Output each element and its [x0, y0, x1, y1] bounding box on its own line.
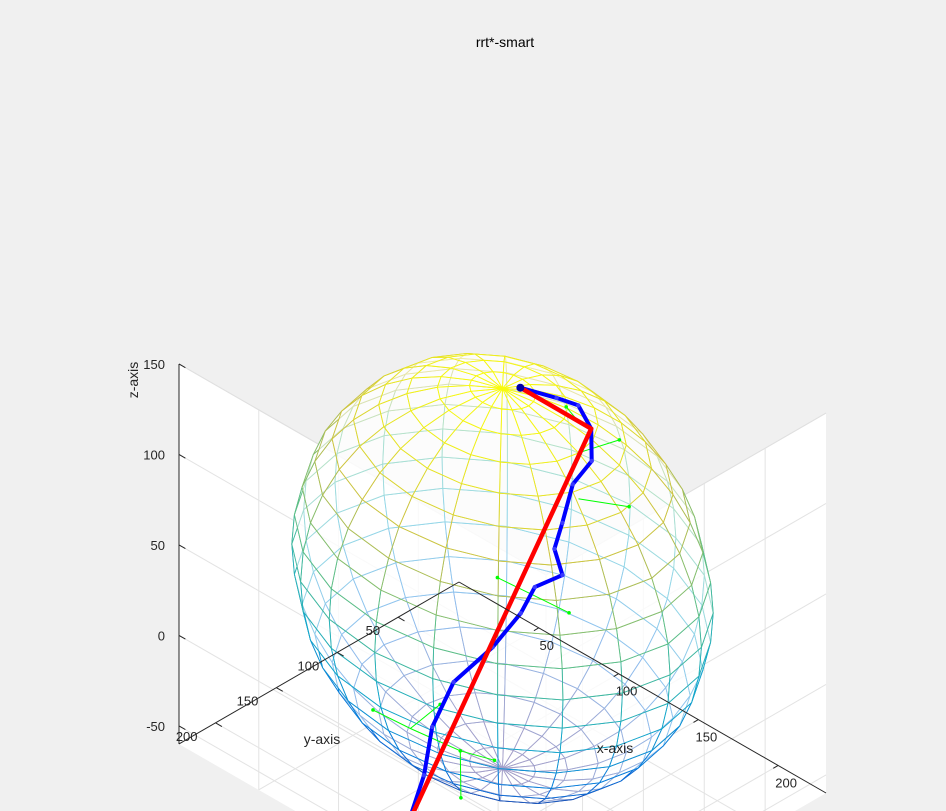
tree-edge [496, 577, 533, 595]
x-tick-label: 200 [775, 775, 797, 790]
z-tick-mark [178, 454, 186, 459]
z-tick-mark [178, 544, 186, 550]
sphere-mesh-cell [555, 593, 618, 636]
tree-node [492, 758, 497, 763]
x-tick-mark [773, 765, 779, 769]
tree-node [627, 504, 631, 509]
tree-edge [372, 709, 411, 729]
z-tick-mark [178, 363, 186, 369]
initial-path-node [429, 724, 435, 730]
sphere-mesh-cell [559, 628, 622, 670]
sphere-mesh-cell [497, 694, 564, 729]
x-tick-label: 100 [616, 684, 638, 699]
tree-edge [409, 728, 461, 752]
tree-node [371, 708, 375, 712]
initial-path-node [552, 546, 557, 552]
initial-path-node [518, 610, 523, 616]
y-tick-mark [337, 651, 344, 657]
initial-path-node [451, 679, 456, 685]
y-axis-line [178, 581, 460, 745]
z-tick-label: 50 [151, 538, 165, 553]
tree-node [564, 405, 569, 409]
sphere-mesh-cell [497, 663, 564, 701]
tick-labels: 50 100 150 200 50 100 150 200 -50 0 50 100 150 [143, 357, 827, 794]
z-tick-label: -50 [146, 719, 165, 734]
initial-path-node [589, 458, 594, 464]
tree-node [567, 611, 571, 615]
y-tick-label: 150 [237, 694, 259, 709]
series-layer [371, 383, 631, 811]
tree-edge [459, 750, 495, 761]
grid-line-z-back [178, 634, 486, 811]
initial-path-node [560, 572, 565, 578]
y-tick-mark [276, 687, 284, 692]
y-tick-label: 200 [176, 729, 198, 744]
tree-edge [459, 750, 462, 799]
z-tick-label: 100 [143, 447, 165, 462]
y-tick-label: 50 [366, 623, 380, 638]
x-tick-label: 150 [696, 730, 718, 745]
z-tick-mark [178, 725, 186, 730]
initial-path-node [421, 773, 427, 778]
y-tick-mark [397, 616, 405, 622]
grid-line-y-floor [215, 722, 370, 811]
tree-node [459, 795, 463, 800]
tree-edge [409, 703, 441, 729]
chart-title: rrt*-smart [476, 34, 534, 50]
x-tick-label: 50 [540, 638, 554, 653]
tree-edge [582, 439, 620, 452]
grid-line-y-floor [276, 687, 492, 811]
z-tick-mark [178, 634, 186, 640]
sphere-mesh [291, 352, 714, 805]
optimized-path-line [411, 385, 594, 811]
x-axis-label: x-axis [597, 740, 634, 756]
initial-path-node [576, 403, 581, 408]
initial-path-node [560, 520, 565, 526]
z-tick-label: 150 [143, 357, 165, 372]
sphere-mesh-cell [498, 492, 546, 531]
y-axis-label: y-axis [304, 731, 341, 747]
z-axis-label: z-axis [125, 362, 141, 399]
y-tick-label: 100 [298, 658, 320, 673]
z-tick-label: 0 [158, 628, 165, 643]
grid-line-z-back [178, 725, 329, 811]
initial-path-node [554, 395, 559, 401]
grid-line-z-side [606, 683, 827, 811]
tree-node [617, 438, 622, 442]
initial-path-line [410, 385, 594, 811]
tree-node [495, 575, 500, 580]
goal-marker [516, 383, 525, 392]
tree-edge [578, 498, 630, 508]
initial-path-node [570, 482, 576, 487]
x-tick-mark [613, 673, 619, 677]
tree-edge [531, 593, 570, 614]
grid-line-z-side [762, 774, 827, 811]
x-tick-mark [533, 627, 540, 632]
x-tick-mark [693, 719, 699, 723]
x-axis-line [458, 581, 827, 794]
initial-path-node [532, 584, 538, 590]
grid-line-x-floor [698, 765, 779, 811]
sphere-mesh-cell [502, 388, 535, 407]
y-tick-mark [215, 722, 223, 727]
